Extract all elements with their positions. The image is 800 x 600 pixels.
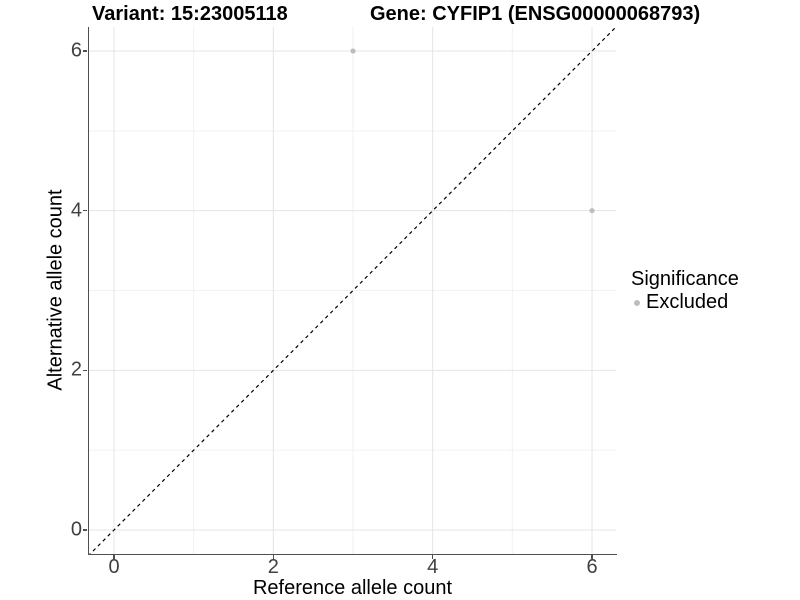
y-axis-line xyxy=(87,27,89,555)
x-tick-label: 6 xyxy=(586,556,598,578)
plot-title-variant: Variant: 15:23005118 xyxy=(92,3,288,25)
x-tick-mark xyxy=(272,555,275,559)
data-point xyxy=(589,208,595,214)
y-tick-mark xyxy=(83,529,87,531)
legend: Significance Excluded xyxy=(631,268,739,314)
x-axis-title: Reference allele count xyxy=(252,577,452,599)
y-tick-mark xyxy=(83,50,87,52)
plot-area-svg xyxy=(89,27,616,554)
x-tick-label: 0 xyxy=(108,556,120,578)
x-tick-mark xyxy=(431,555,434,559)
legend-item-label: Excluded xyxy=(646,291,729,313)
x-tick-label: 2 xyxy=(267,556,279,578)
y-tick-label: 0 xyxy=(70,518,82,541)
x-tick-mark xyxy=(113,555,115,559)
x-tick-mark xyxy=(591,555,593,559)
y-tick-mark xyxy=(83,209,87,212)
legend-title: Significance xyxy=(631,268,739,290)
legend-point-icon xyxy=(634,299,640,306)
y-tick-mark xyxy=(83,369,87,372)
y-tick-label: 4 xyxy=(70,199,82,222)
y-tick-label: 2 xyxy=(70,358,82,381)
x-tick-label: 4 xyxy=(427,556,439,578)
diagonal-reference-line xyxy=(89,27,616,554)
x-axis-line xyxy=(87,553,617,555)
plot-panel xyxy=(89,27,616,554)
legend-item-excluded: Excluded xyxy=(631,291,739,314)
data-point xyxy=(350,48,356,54)
plot-title-gene: Gene: CYFIP1 (ENSG00000068793) xyxy=(370,3,701,25)
y-tick-label: 6 xyxy=(70,39,82,62)
